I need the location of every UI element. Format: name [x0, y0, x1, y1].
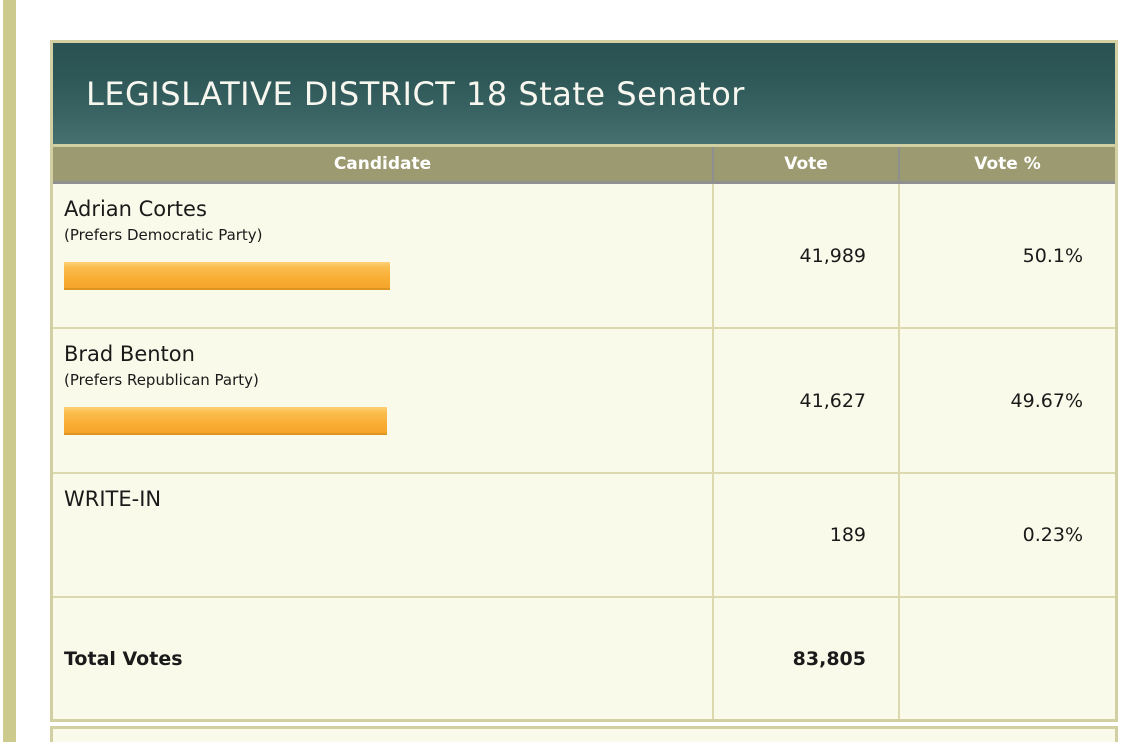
candidate-cell: Adrian Cortes (Prefers Democratic Party): [53, 184, 714, 327]
column-header-vote-pct: Vote %: [974, 154, 1041, 174]
contest-title: LEGISLATIVE DISTRICT 18 State Senator: [86, 74, 745, 113]
total-votes-pct: [900, 598, 1115, 719]
vote-count-cell: 189: [714, 474, 900, 596]
candidate-name: Brad Benton: [64, 342, 195, 366]
candidate-name: WRITE-IN: [64, 487, 162, 511]
candidate-row: Brad Benton (Prefers Republican Party) 4…: [53, 329, 1115, 474]
total-votes-count: 83,805: [714, 598, 900, 719]
next-table-stub: [50, 726, 1118, 742]
election-results-table: LEGISLATIVE DISTRICT 18 State Senator Ca…: [50, 40, 1118, 722]
candidate-cell: Brad Benton (Prefers Republican Party): [53, 329, 714, 472]
total-row: Total Votes 83,805: [53, 598, 1115, 719]
candidate-row: Adrian Cortes (Prefers Democratic Party)…: [53, 184, 1115, 329]
candidate-name: Adrian Cortes: [64, 197, 207, 221]
page-edge-stripe: [3, 0, 16, 742]
candidate-party: (Prefers Republican Party): [64, 371, 259, 389]
column-header-candidate: Candidate: [53, 147, 714, 181]
candidate-party: (Prefers Democratic Party): [64, 226, 263, 244]
candidate-cell: WRITE-IN: [53, 474, 714, 596]
vote-count-cell: 41,627: [714, 329, 900, 472]
candidate-row: WRITE-IN 189 0.23%: [53, 474, 1115, 598]
vote-pct-cell: 49.67%: [1010, 389, 1083, 412]
column-header-vote: Vote: [714, 147, 900, 181]
vote-share-bar: [64, 262, 390, 290]
vote-count-cell: 41,989: [714, 184, 900, 327]
vote-pct-cell: 50.1%: [1022, 244, 1083, 267]
vote-share-bar: [64, 407, 387, 435]
table-header-row: Candidate Vote Vote %: [53, 147, 1115, 184]
contest-title-bar: LEGISLATIVE DISTRICT 18 State Senator: [53, 43, 1115, 147]
vote-pct-cell: 0.23%: [1022, 524, 1083, 546]
total-votes-label: Total Votes: [53, 598, 714, 719]
